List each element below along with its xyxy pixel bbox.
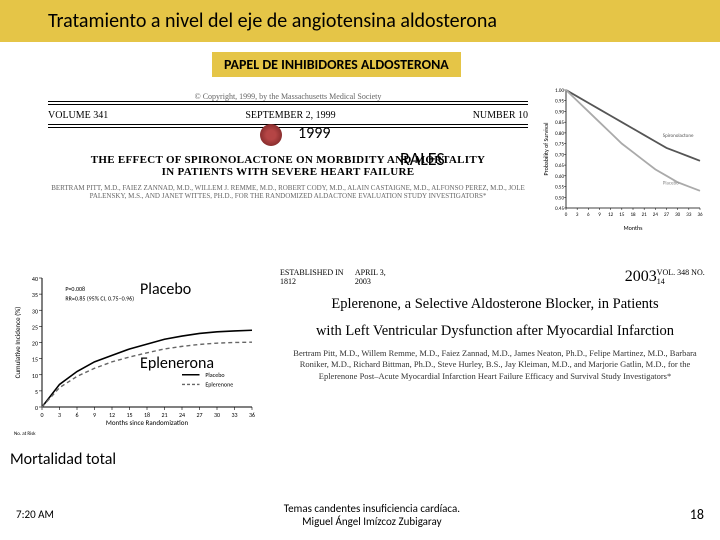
divider-line [48,124,528,130]
svg-text:0.55: 0.55 [555,185,564,191]
svg-text:33: 33 [686,212,692,218]
rales-label: RALES [400,148,445,170]
svg-text:0: 0 [565,212,568,218]
svg-text:Probability of Survival: Probability of Survival [542,122,550,175]
svg-text:18: 18 [630,212,636,218]
svg-text:0.90: 0.90 [555,109,564,115]
svg-text:30: 30 [214,411,220,419]
ephesus-panel: ESTABLISHED IN 1812 APRIL 3, 2003 2003 V… [280,268,710,382]
svg-text:20: 20 [32,340,38,348]
svg-text:0: 0 [35,404,38,412]
svg-text:3: 3 [576,212,579,218]
header-title: Tratamiento a nivel del eje de angiotens… [48,9,497,33]
subheader-text: PAPEL DE INHIBIDORES ALDOSTERONA [224,56,449,73]
svg-text:6: 6 [587,212,590,218]
svg-text:0: 0 [40,411,43,419]
svg-text:0.95: 0.95 [555,99,564,105]
svg-text:0.65: 0.65 [555,163,564,169]
nejm-volume: VOLUME 341 [48,110,108,121]
svg-text:0.60: 0.60 [555,174,564,180]
nejm-number: NUMBER 10 [473,110,528,121]
svg-text:25: 25 [32,323,38,331]
year-1999-label: 1999 [298,124,330,143]
svg-text:Placebo: Placebo [205,371,224,379]
svg-text:0.80: 0.80 [555,131,564,137]
svg-text:0.50: 0.50 [555,195,564,201]
nejm-title-2: IN PATIENTS WITH SEVERE HEART FAILURE [48,166,528,178]
nejm-citation: © Copyright, 1999, by the Massachusetts … [48,92,528,200]
svg-text:21: 21 [642,212,648,218]
svg-text:36: 36 [249,411,255,419]
nejm-title-1: THE EFFECT OF SPIRONOLACTONE ON MORBIDIT… [48,154,528,166]
svg-text:Months since Randomization: Months since Randomization [106,418,189,427]
svg-text:30: 30 [675,212,681,218]
svg-text:0.75: 0.75 [555,142,564,148]
svg-text:24: 24 [653,212,659,218]
svg-text:No. at Risk: No. at Risk [14,431,36,437]
ephesus-authors: Bertram Pitt, M.D., Willem Remme, M.D., … [280,348,710,382]
svg-text:0.70: 0.70 [555,152,564,158]
svg-text:27: 27 [196,411,202,419]
footer: 7:20 AM Temas candentes insuficiencia ca… [0,502,720,528]
svg-text:3: 3 [58,411,61,419]
subheader-box: PAPEL DE INHIBIDORES ALDOSTERONA [212,52,461,77]
ephesus-vol: VOL. 348 NO. 14 [657,268,710,286]
nejm-byline: BERTRAM PITT, M.D., FAIEZ ZANNAD, M.D., … [48,184,528,200]
slide-number: 18 [690,506,704,523]
ephesus-title-1: Eplerenone, a Selective Aldosterone Bloc… [280,296,710,313]
header-bar: Tratamiento a nivel del eje de angiotens… [0,0,720,42]
mortalidad-label: Mortalidad total [10,450,116,469]
svg-text:Spironolactone: Spironolactone [663,133,694,139]
svg-text:36: 36 [697,212,703,218]
footer-center: Temas candentes insuficiencia cardíaca. … [54,502,690,528]
ephesus-title-2: with Left Ventricular Dysfunction after … [280,323,710,340]
footer-line2: Miguel Ángel Imízcoz Zubigaray [54,515,690,528]
svg-text:5: 5 [35,388,38,396]
svg-text:12: 12 [608,212,614,218]
svg-text:15: 15 [32,356,38,364]
footer-time: 7:20 AM [16,508,54,521]
ephesus-date: APRIL 3, 2003 [355,268,400,286]
footer-line1: Temas candentes insuficiencia cardíaca. [54,502,690,515]
svg-text:15: 15 [619,212,625,218]
svg-text:33: 33 [231,411,237,419]
svg-text:9: 9 [93,411,96,419]
svg-text:RR=0.85 (95% CI, 0.75–0.96): RR=0.85 (95% CI, 0.75–0.96) [65,295,134,303]
svg-text:1.00: 1.00 [555,88,564,94]
ephesus-established: ESTABLISHED IN 1812 [280,268,355,286]
nejm-date: SEPTEMBER 2, 1999 [245,110,335,121]
svg-text:0.85: 0.85 [555,120,564,126]
svg-text:Placebo: Placebo [663,180,679,186]
svg-text:0.45: 0.45 [555,206,564,212]
svg-text:30: 30 [32,307,38,315]
svg-text:6: 6 [75,411,78,419]
year-2003-label: 2003 [625,268,657,286]
svg-text:27: 27 [664,212,670,218]
svg-text:P=0.008: P=0.008 [65,285,85,293]
svg-text:Eplerenone: Eplerenone [205,380,233,388]
nejm-meta-row: VOLUME 341 SEPTEMBER 2, 1999 NUMBER 10 [48,110,528,121]
svg-text:40: 40 [32,275,38,283]
svg-text:Months: Months [624,224,644,232]
svg-text:10: 10 [32,372,38,380]
medal-icon [260,124,282,146]
svg-text:9: 9 [598,212,601,218]
svg-text:Cumulative Incidence (%): Cumulative Incidence (%) [13,307,22,379]
divider-line [48,101,528,107]
svg-text:35: 35 [32,291,38,299]
ephesus-meta: ESTABLISHED IN 1812 APRIL 3, 2003 2003 V… [280,268,710,286]
survival-chart: 0.45 0.50 0.55 0.60 0.65 0.70 0.75 0.80 0.85 0.90… [542,84,706,232]
cumulative-incidence-chart: 05101520253035400369121518212427303336Mo… [10,268,260,443]
nejm-copyright: © Copyright, 1999, by the Massachusetts … [48,92,528,101]
